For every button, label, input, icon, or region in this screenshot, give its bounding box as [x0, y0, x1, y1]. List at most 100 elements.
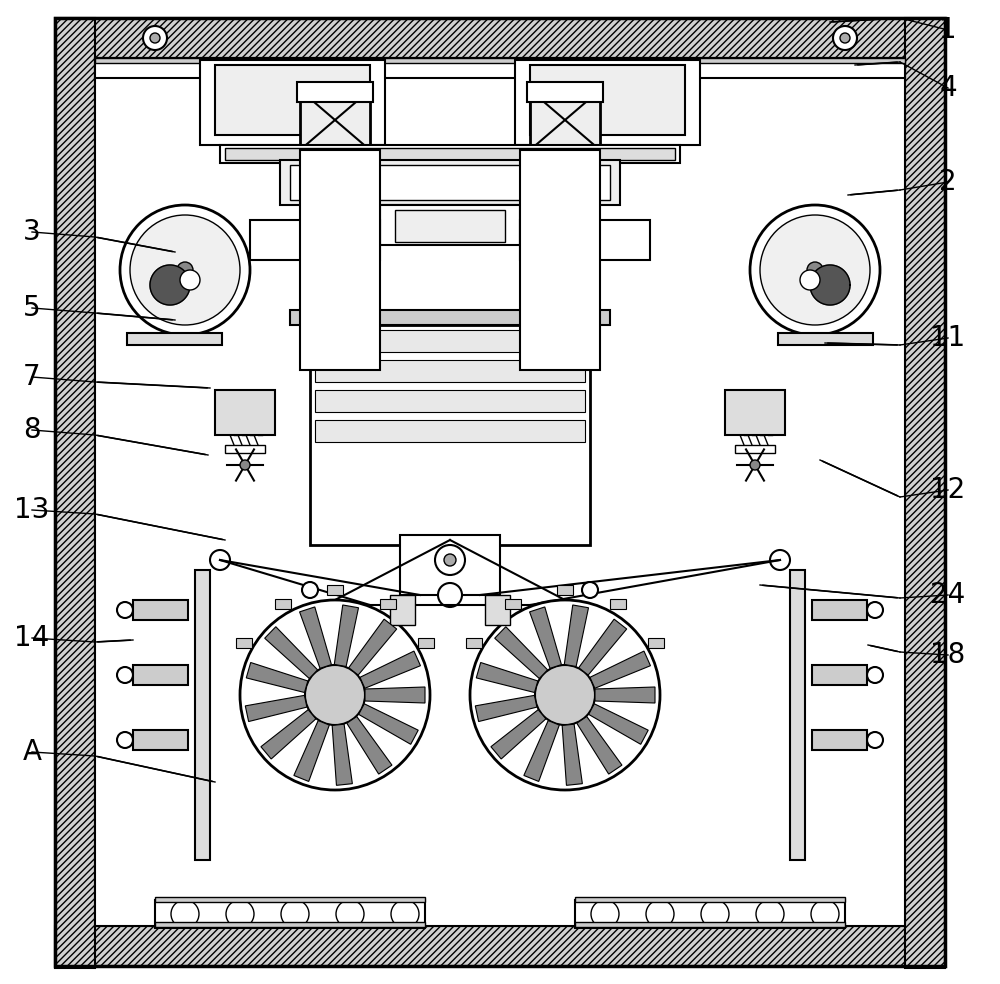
Polygon shape	[524, 720, 559, 781]
Circle shape	[150, 33, 160, 43]
Polygon shape	[349, 619, 397, 675]
Bar	[778, 333, 873, 345]
Polygon shape	[590, 651, 650, 688]
Bar	[648, 638, 664, 647]
Bar	[300, 90, 370, 150]
Circle shape	[646, 900, 674, 928]
Ellipse shape	[310, 520, 590, 570]
Bar	[812, 730, 867, 750]
Polygon shape	[332, 724, 352, 785]
Polygon shape	[334, 605, 359, 666]
Bar	[380, 205, 520, 245]
Bar	[155, 897, 425, 902]
Circle shape	[833, 26, 857, 50]
Polygon shape	[246, 662, 308, 693]
Bar	[725, 390, 785, 435]
Bar	[280, 160, 620, 205]
Circle shape	[226, 900, 254, 928]
Circle shape	[336, 900, 364, 928]
Circle shape	[867, 667, 883, 683]
Bar	[290, 165, 610, 200]
Polygon shape	[245, 696, 307, 721]
Text: 18: 18	[930, 641, 966, 669]
Bar	[485, 595, 510, 625]
Bar	[317, 150, 353, 195]
Bar	[520, 220, 650, 260]
Bar	[55, 926, 945, 966]
Bar	[530, 65, 685, 135]
Bar	[520, 150, 600, 370]
Circle shape	[117, 602, 133, 618]
Bar	[195, 570, 210, 860]
Circle shape	[120, 205, 250, 335]
Bar	[55, 18, 945, 966]
Polygon shape	[365, 687, 425, 703]
Circle shape	[480, 725, 650, 895]
Circle shape	[750, 205, 880, 335]
Circle shape	[444, 554, 456, 566]
Polygon shape	[491, 709, 546, 759]
Polygon shape	[265, 627, 318, 679]
Bar	[250, 220, 380, 260]
Text: 2: 2	[939, 168, 957, 196]
Text: 1: 1	[939, 16, 957, 44]
Circle shape	[701, 900, 729, 928]
Polygon shape	[577, 716, 622, 774]
Bar	[735, 445, 775, 453]
Bar	[812, 600, 867, 620]
Bar	[418, 638, 434, 647]
Circle shape	[770, 550, 790, 570]
Circle shape	[435, 545, 465, 575]
Circle shape	[177, 262, 193, 278]
Bar	[225, 148, 675, 160]
Bar	[95, 58, 905, 926]
Circle shape	[867, 602, 883, 618]
Bar	[315, 390, 585, 412]
Circle shape	[756, 900, 784, 928]
Bar	[400, 535, 500, 595]
Circle shape	[535, 665, 595, 725]
Circle shape	[143, 26, 167, 50]
Circle shape	[750, 460, 760, 470]
Bar	[155, 922, 425, 927]
Circle shape	[240, 600, 430, 790]
Bar	[55, 18, 95, 968]
Text: 5: 5	[23, 294, 41, 322]
Text: 4: 4	[939, 74, 957, 102]
Bar	[95, 58, 905, 78]
Bar	[505, 599, 520, 609]
Bar	[315, 420, 585, 442]
Bar	[327, 585, 343, 595]
Polygon shape	[360, 651, 420, 688]
Bar	[95, 58, 905, 63]
Polygon shape	[300, 607, 331, 668]
Circle shape	[800, 270, 820, 290]
Circle shape	[811, 900, 839, 928]
Bar	[133, 665, 188, 685]
Circle shape	[281, 900, 309, 928]
Bar	[530, 90, 600, 150]
Text: 24: 24	[930, 581, 966, 609]
Polygon shape	[347, 716, 392, 774]
Polygon shape	[359, 704, 418, 744]
Polygon shape	[564, 605, 589, 666]
Bar	[315, 330, 585, 352]
Text: 11: 11	[930, 324, 966, 352]
Text: 12: 12	[930, 476, 966, 504]
Circle shape	[760, 215, 870, 325]
Circle shape	[180, 270, 200, 290]
Polygon shape	[475, 696, 537, 721]
Bar	[812, 665, 867, 685]
Bar	[390, 595, 415, 625]
Bar	[310, 325, 590, 545]
Bar	[557, 585, 573, 595]
Bar	[905, 18, 945, 968]
Bar	[290, 310, 610, 325]
Polygon shape	[579, 619, 627, 675]
Bar	[155, 900, 425, 928]
Bar	[466, 638, 482, 647]
Text: 7: 7	[23, 363, 41, 391]
Bar	[547, 150, 583, 195]
Bar	[127, 333, 222, 345]
Bar	[575, 900, 845, 928]
